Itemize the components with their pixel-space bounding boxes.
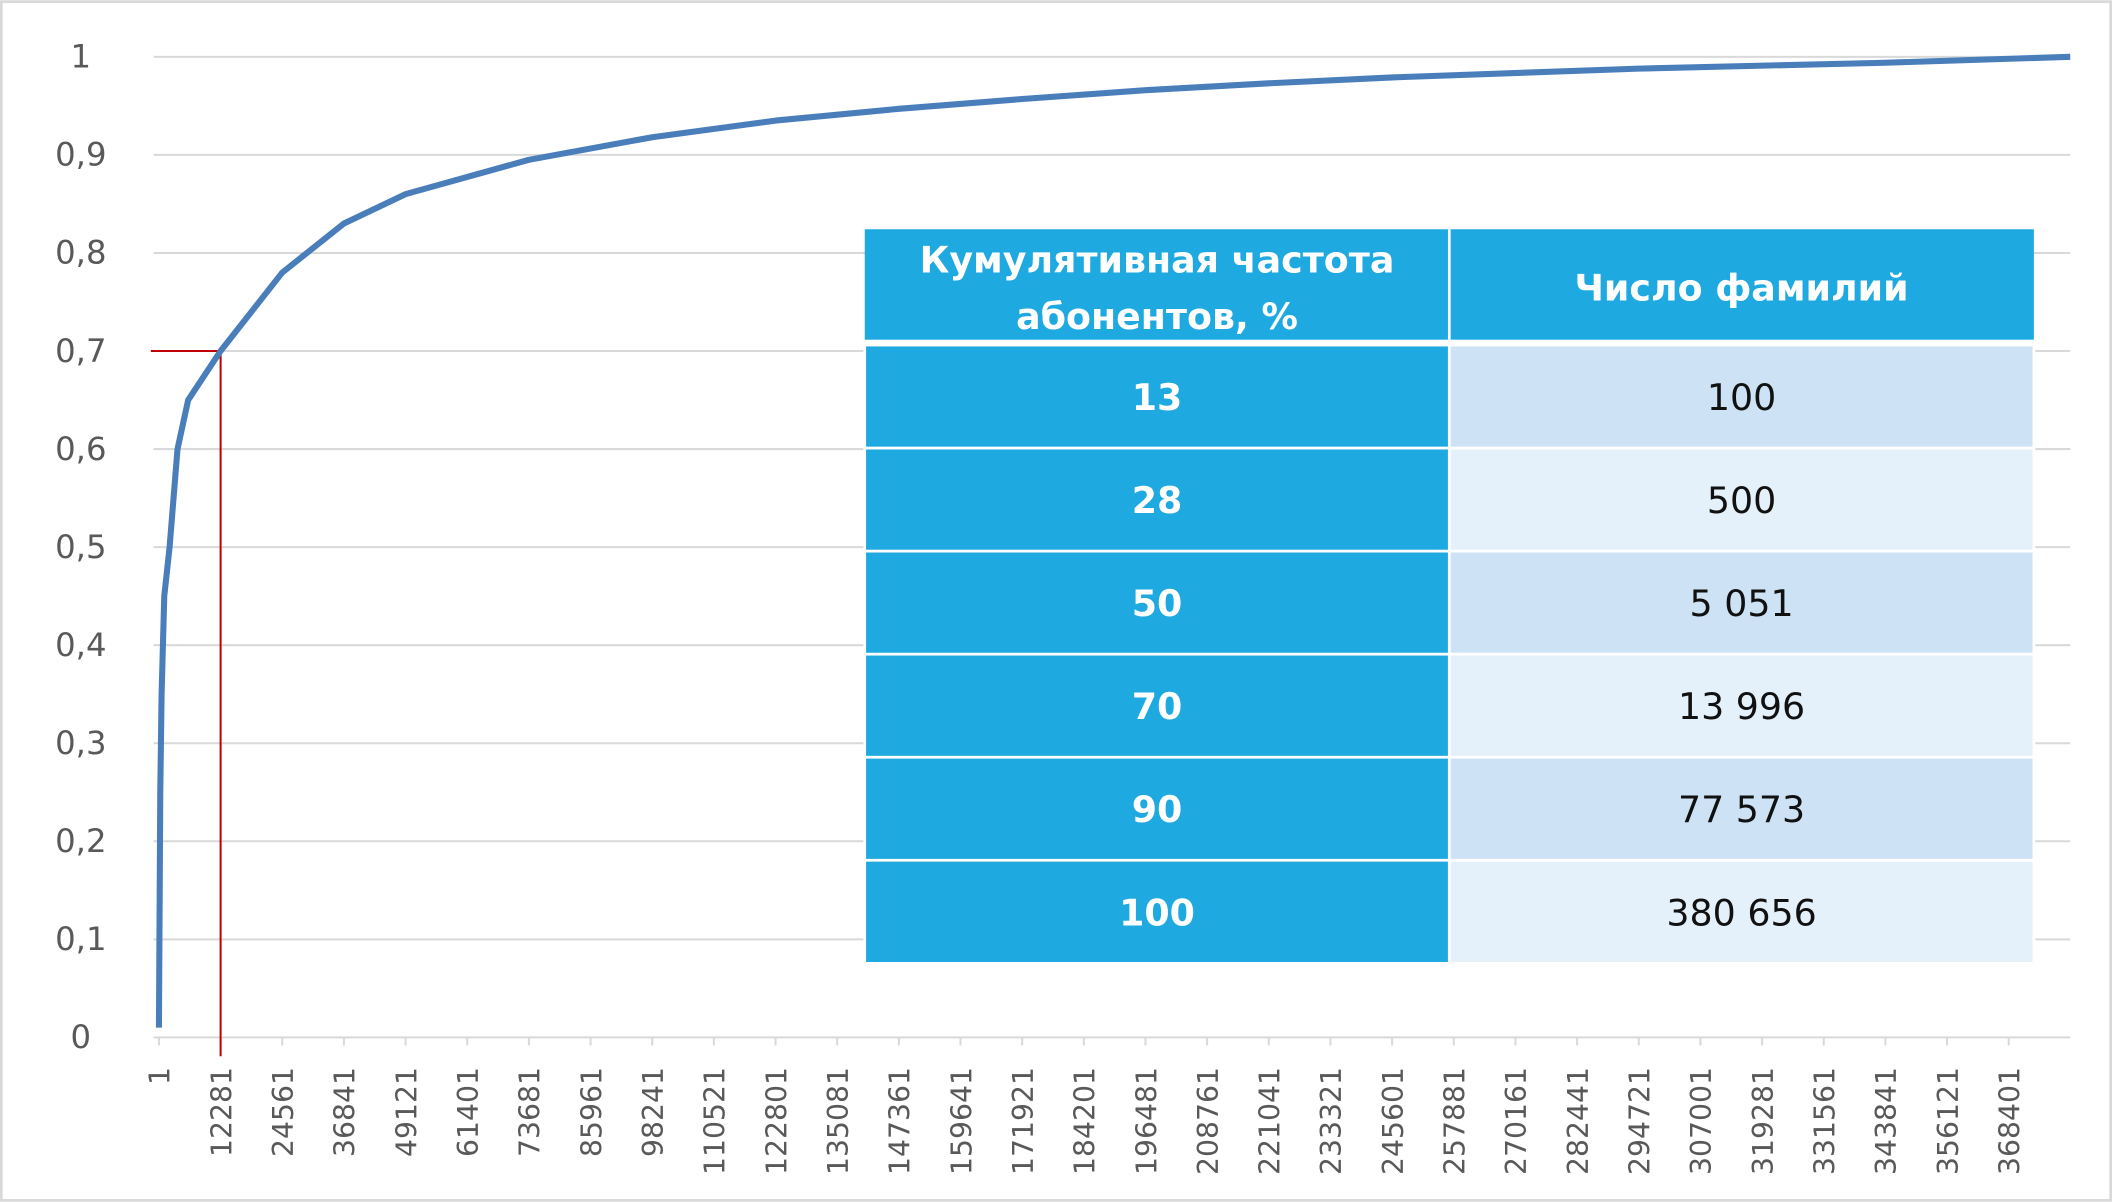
table-cell: 70 (1132, 685, 1183, 728)
x-tick-label: 147361 (884, 1067, 917, 1175)
table-cell: 100 (1119, 891, 1195, 934)
y-tick-label: 0,3 (55, 724, 106, 762)
x-tick-label: 245601 (1377, 1067, 1410, 1175)
x-tick-label: 282441 (1562, 1067, 1595, 1175)
x-tick-label: 135081 (822, 1067, 855, 1175)
table-header-cell: Число фамилий (1575, 267, 1909, 310)
x-tick-label: 122801 (760, 1067, 793, 1175)
table-cell: 13 996 (1678, 685, 1805, 728)
table-cell: 13 (1132, 376, 1183, 419)
x-tick-label: 331561 (1809, 1067, 1842, 1175)
table-cell: 100 (1707, 376, 1776, 419)
table-cell-bg (863, 755, 1451, 862)
y-tick-label: 0,1 (55, 920, 106, 958)
x-tick-label: 208761 (1192, 1067, 1225, 1175)
table-header-line: абонентов, % (1016, 295, 1298, 338)
x-tick-label: 307001 (1685, 1067, 1718, 1175)
y-tick-label: 0,8 (55, 234, 106, 272)
table-cell: 90 (1132, 788, 1183, 831)
x-tick-label: 85961 (575, 1067, 608, 1157)
x-tick-label: 98241 (637, 1067, 670, 1157)
x-tick-label: 343841 (1870, 1067, 1903, 1175)
x-tick-label: 221041 (1254, 1067, 1287, 1175)
y-tick-label: 0,4 (55, 626, 106, 664)
x-tick-label: 233321 (1315, 1067, 1348, 1175)
x-tick-label: 171921 (1007, 1067, 1040, 1175)
table-cell: 28 (1132, 479, 1183, 522)
table-cell-bg (1447, 446, 2036, 553)
x-tick-label: 36841 (329, 1067, 362, 1157)
table-cell-bg (863, 343, 1451, 450)
series-line (155, 53, 2071, 1028)
table-cell-bg (863, 446, 1451, 553)
table-cell: 50 (1132, 582, 1183, 625)
x-tick-label: 356121 (1932, 1067, 1965, 1175)
x-tick-label: 270161 (1500, 1067, 1533, 1175)
table-header-cell: Кумулятивная частота абонентов, % (920, 238, 1395, 338)
x-tick-label: 368401 (1993, 1067, 2026, 1175)
x-tick-label: 196481 (1130, 1067, 1163, 1175)
y-tick-label: 0 (71, 1018, 92, 1056)
x-tick-label: 73681 (514, 1067, 547, 1157)
y-tick-label: 0,2 (55, 822, 106, 860)
y-tick-label: 0,7 (55, 332, 106, 370)
x-tick-label: 319281 (1747, 1067, 1780, 1175)
table: Кумулятивная частота абонентов, % Число фа… (863, 229, 2036, 965)
table-cell: 380 656 (1666, 891, 1816, 934)
table-cell-bg (863, 549, 1451, 656)
x-tick-label: 24561 (267, 1067, 300, 1157)
x-tick-label: 1 (144, 1067, 177, 1085)
table-cell-bg (1447, 858, 2036, 965)
y-tick-label: 0,9 (55, 136, 106, 174)
x-tick-label: 159641 (945, 1067, 978, 1175)
table-cell-bg (1447, 652, 2036, 759)
x-tick-label: 184201 (1069, 1067, 1102, 1175)
x-tick-label: 61401 (452, 1067, 485, 1157)
table-cell: 77 573 (1678, 788, 1805, 831)
table-header-line: Кумулятивная частота (920, 238, 1395, 281)
table-cell-bg (1447, 549, 2036, 656)
y-tick-label: 0,6 (55, 430, 106, 468)
table-cell: 5 051 (1690, 582, 1794, 625)
table-cell-bg (863, 858, 1451, 965)
table-cell-bg (1447, 755, 2036, 862)
table-cell-bg (863, 652, 1451, 759)
y-tick-label: 0,5 (55, 528, 106, 566)
y-tick-label: 1 (71, 38, 92, 76)
x-tick-label: 49121 (390, 1067, 423, 1157)
x-tick-label: 110521 (699, 1067, 732, 1175)
table-cell-bg (1447, 343, 2036, 450)
table-cell: 500 (1707, 479, 1776, 522)
x-tick-label: 12281 (205, 1067, 238, 1157)
x-tick-label: 294721 (1624, 1067, 1657, 1175)
x-tick-label: 257881 (1439, 1067, 1472, 1175)
